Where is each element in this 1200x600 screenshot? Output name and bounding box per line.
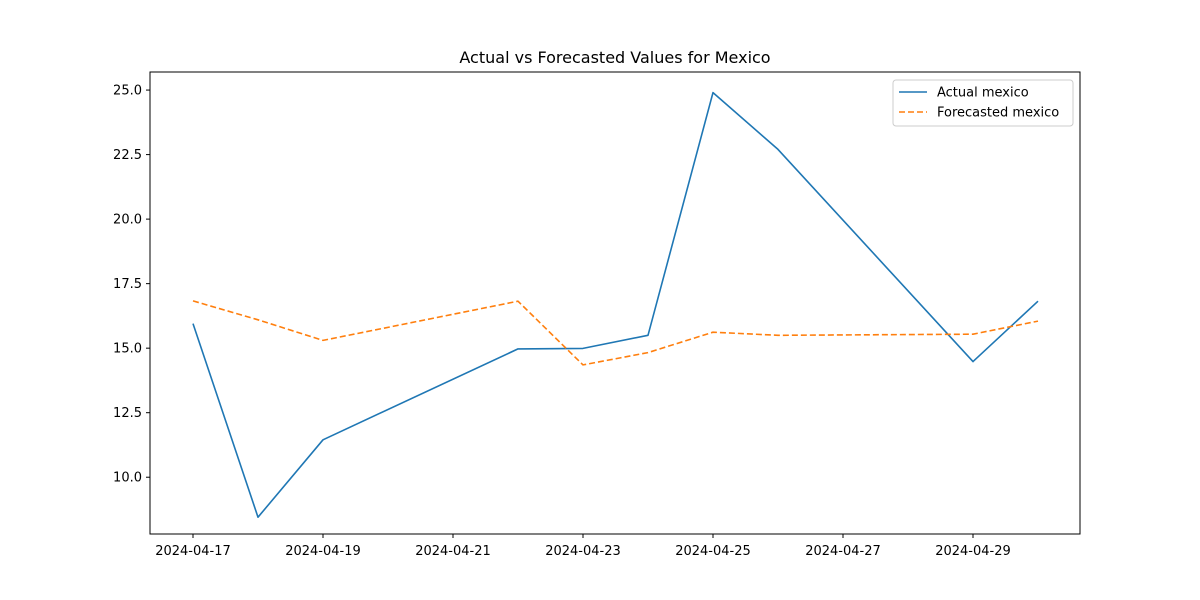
series-layer — [192, 91, 1039, 519]
axes-layer: 10.0 12.5 15.0 17.5 20.0 22.5 25.0 2024-04-17 20… — [113, 71, 1081, 559]
legend-label-1: Forecasted mexico — [937, 106, 1059, 121]
legend: Actual mexico Forecasted mexico — [892, 79, 1074, 127]
series-line-0 — [192, 91, 1039, 519]
legend-label-0: Actual mexico — [937, 86, 1029, 101]
plot-area — [150, 72, 1080, 534]
y-tick-label: 15.0 — [113, 342, 142, 357]
x-tick-label: 2024-04-23 — [545, 544, 621, 559]
y-tick-label: 22.5 — [113, 148, 142, 163]
x-tick-label: 2024-04-25 — [675, 544, 751, 559]
y-tick-label: 10.0 — [113, 471, 142, 486]
y-tick-label: 17.5 — [113, 277, 142, 292]
x-tick-label: 2024-04-19 — [285, 544, 361, 559]
series-line-1 — [192, 300, 1039, 366]
x-tick-label: 2024-04-29 — [935, 544, 1011, 559]
axes-frame — [149, 71, 1081, 535]
plot-background — [150, 72, 1080, 534]
legend-box — [892, 79, 1074, 127]
x-tick-label: 2024-04-17 — [155, 544, 231, 559]
x-tick-label: 2024-04-27 — [805, 544, 881, 559]
y-tick-label: 25.0 — [113, 84, 142, 99]
chart-title: Actual vs Forecasted Values for Mexico — [459, 48, 770, 67]
y-tick-label: 12.5 — [113, 406, 142, 421]
x-tick-label: 2024-04-21 — [415, 544, 491, 559]
y-tick-label: 20.0 — [113, 213, 142, 228]
